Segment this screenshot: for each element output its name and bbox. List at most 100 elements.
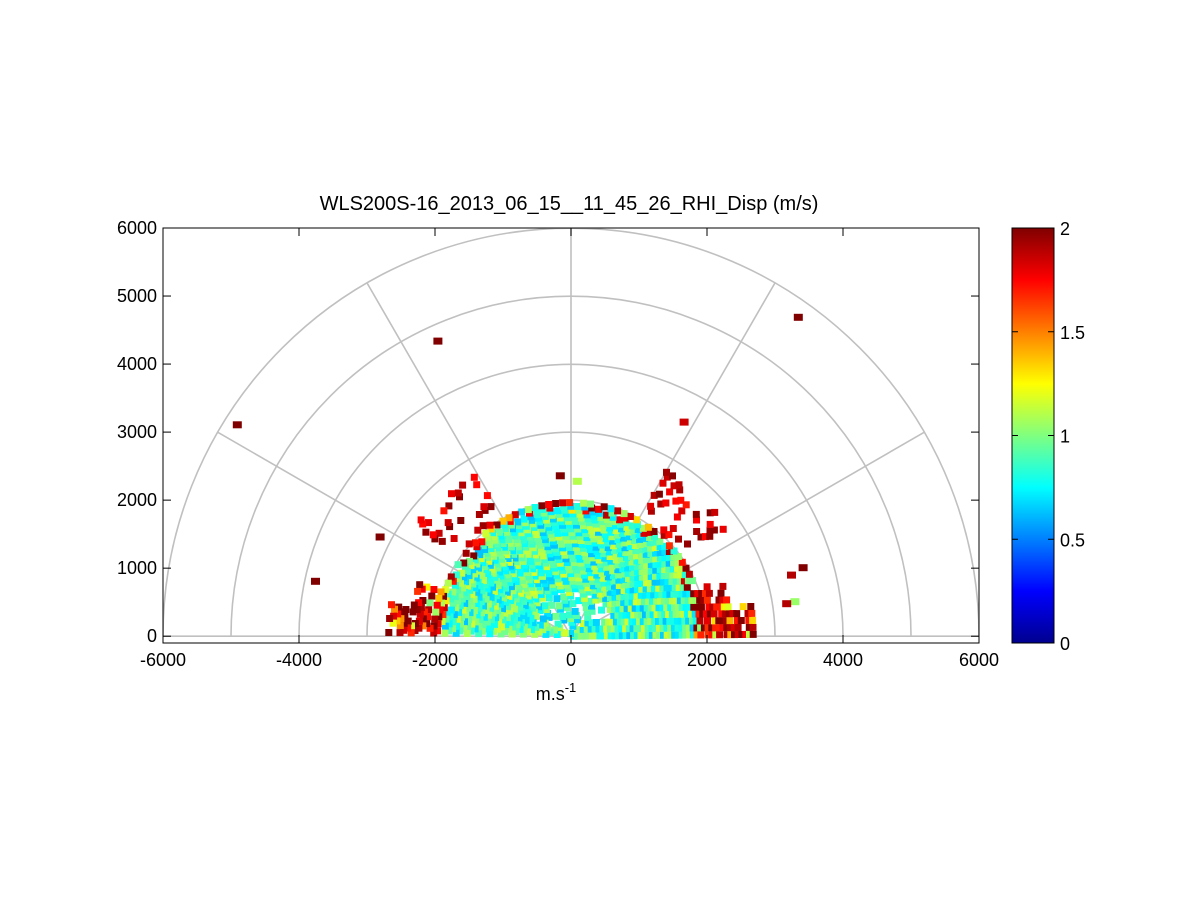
scan-cell	[524, 592, 532, 600]
scan-cell	[658, 591, 666, 598]
scan-cell	[481, 546, 489, 553]
scan-cell	[422, 528, 430, 536]
scan-cell	[602, 559, 610, 567]
scan-cell	[445, 502, 453, 510]
scan-cell	[597, 537, 605, 545]
scan-cell	[539, 505, 547, 513]
scan-cell	[480, 602, 487, 610]
scan-cell	[678, 507, 686, 515]
scan-cell	[570, 559, 578, 566]
scan-cell	[625, 625, 633, 633]
scan-cell	[665, 571, 672, 579]
scan-cell	[500, 580, 508, 588]
scan-cell	[540, 509, 548, 517]
scan-cell	[532, 507, 540, 515]
scan-cell	[610, 577, 618, 585]
scan-cell	[686, 631, 694, 639]
scan-cell	[676, 577, 684, 585]
scan-cell	[518, 508, 526, 516]
scan-cell	[637, 591, 645, 599]
scan-cell	[672, 597, 680, 605]
scan-cell	[494, 596, 502, 604]
scan-cell	[561, 551, 569, 559]
scan-cell	[564, 562, 572, 570]
scan-cell	[575, 551, 583, 559]
scan-cell	[490, 621, 498, 628]
scan-cell	[721, 610, 729, 618]
scan-cell	[524, 550, 532, 558]
scan-cell	[470, 473, 478, 481]
scan-cell	[622, 549, 630, 557]
scan-cell	[483, 618, 491, 626]
scan-cell	[624, 598, 632, 606]
scan-cell	[529, 565, 537, 573]
scan-cell	[684, 610, 692, 618]
scan-cell	[542, 606, 550, 613]
scan-cell	[705, 603, 713, 611]
scan-cell	[556, 514, 564, 522]
scan-cell	[708, 631, 716, 639]
scan-cell	[521, 519, 529, 527]
scan-cell	[435, 529, 443, 537]
scan-cell	[531, 504, 539, 511]
scan-cell	[426, 599, 434, 607]
scan-cell	[703, 596, 711, 604]
scan-cell	[499, 559, 507, 567]
scan-cell	[578, 518, 586, 526]
scan-cell	[693, 516, 700, 524]
scan-cell	[566, 544, 573, 551]
scan-cell	[665, 548, 673, 555]
scan-cell	[542, 583, 550, 591]
scan-cell	[574, 570, 582, 578]
scan-cell	[641, 632, 649, 639]
scan-cell	[652, 555, 660, 563]
scan-cell	[591, 591, 599, 599]
scan-cell	[486, 541, 494, 549]
scan-cell	[639, 618, 647, 626]
scan-cell	[708, 624, 716, 632]
scan-cell	[682, 590, 690, 598]
scan-cell	[559, 499, 567, 507]
scan-cell	[502, 547, 510, 555]
scan-cell	[691, 610, 699, 618]
scan-cell	[625, 580, 633, 588]
scan-cell	[717, 603, 724, 611]
scan-cell	[615, 582, 623, 589]
scan-cell	[466, 609, 474, 617]
scan-cell	[620, 575, 628, 583]
scan-cell	[464, 623, 472, 630]
scan-cell	[571, 540, 579, 548]
scan-cell	[606, 594, 614, 602]
scan-cell	[637, 546, 645, 554]
scan-cell	[656, 537, 664, 545]
scan-cell	[589, 554, 597, 562]
scan-cell	[654, 591, 662, 599]
scan-cell	[509, 570, 517, 578]
scan-cell	[583, 625, 591, 633]
scan-cell	[724, 603, 732, 611]
scan-cell	[432, 608, 440, 616]
scan-cell	[615, 605, 623, 613]
scan-cell	[669, 525, 677, 532]
scan-cell	[502, 584, 509, 592]
scan-cell	[517, 529, 525, 537]
scan-cell	[692, 510, 700, 518]
scan-cell	[645, 611, 653, 619]
outlier-point	[679, 418, 689, 426]
outlier-point	[311, 577, 320, 585]
scan-cell	[584, 619, 592, 627]
scan-cell	[515, 522, 523, 529]
scan-cell	[723, 596, 731, 604]
scan-cell	[609, 513, 617, 521]
scan-cell	[549, 515, 557, 523]
scan-cell	[444, 519, 452, 527]
colorbar-tick-label: 0	[1060, 634, 1070, 654]
scan-cell	[671, 604, 678, 611]
scan-cell	[536, 621, 544, 629]
y-tick-label: 5000	[117, 286, 157, 306]
scan-cell	[471, 625, 479, 633]
scan-cell	[554, 507, 562, 515]
scan-cell	[561, 574, 569, 582]
scan-cell	[678, 590, 686, 598]
scan-cell	[630, 611, 638, 619]
